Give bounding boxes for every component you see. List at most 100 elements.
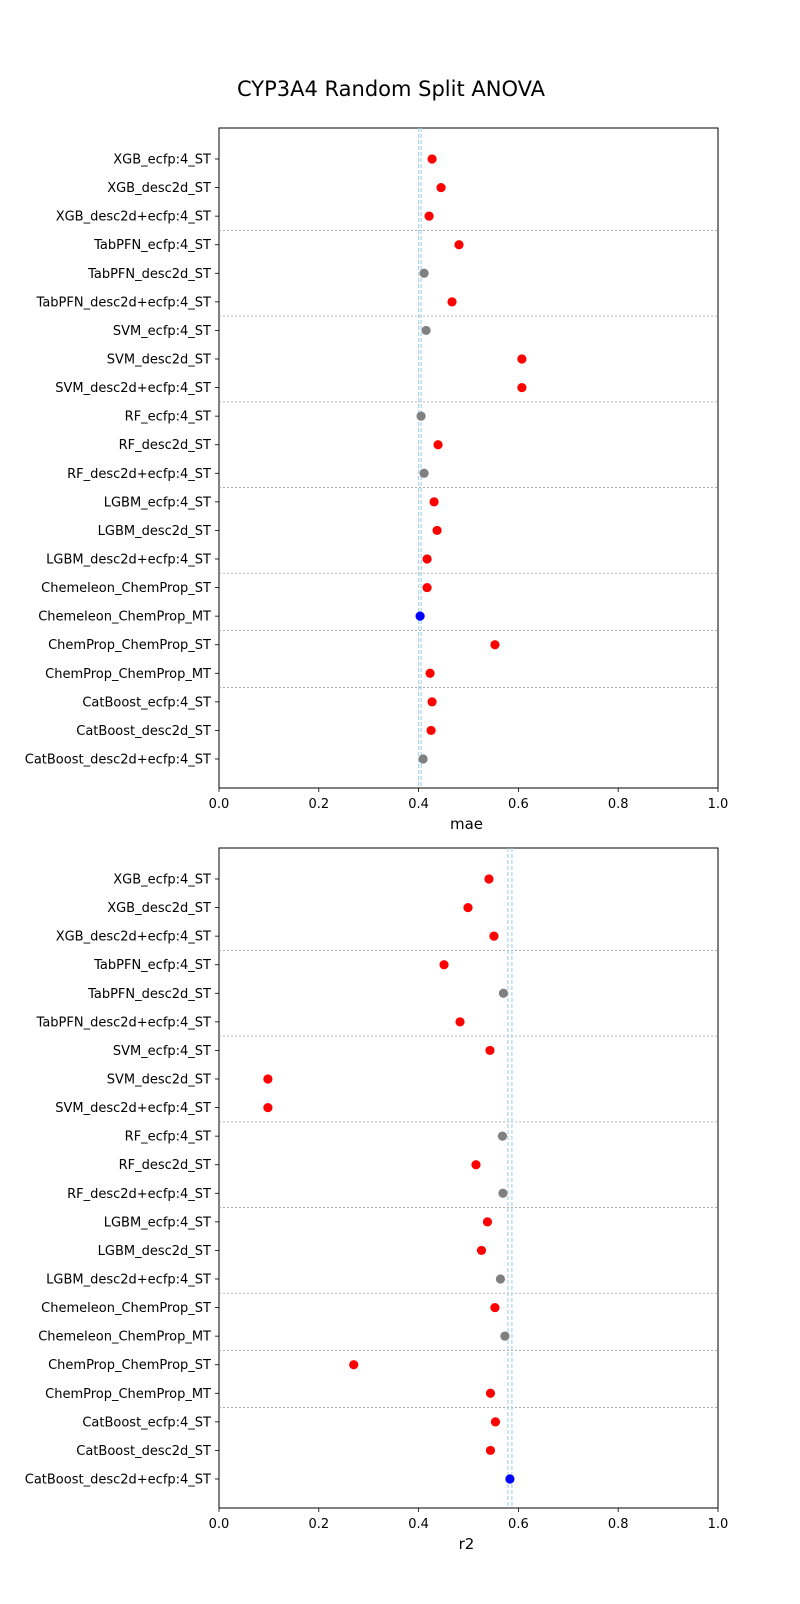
x-tick-label: 0.2 — [308, 797, 329, 812]
y-tick-label: CatBoost_desc2d_ST — [76, 724, 211, 739]
data-point — [498, 988, 509, 998]
data-point — [485, 1045, 495, 1056]
mae-panel: XGB_ecfp:4_ST XGB_desc2d_ST XGB_desc2d+ecf… — [25, 127, 728, 833]
data-point — [489, 931, 499, 941]
x-tick-label: 0.6 — [508, 1517, 529, 1532]
data-point — [425, 668, 435, 678]
data-point — [429, 497, 439, 507]
data-point — [505, 1474, 515, 1484]
data-point — [426, 725, 436, 736]
data-point — [349, 1360, 359, 1370]
x-tick-label: 0.4 — [408, 797, 429, 812]
data-point — [422, 554, 432, 564]
data-point — [463, 902, 473, 913]
mae-axes-frame — [218, 127, 719, 789]
y-tick-label: ChemProp_ChemProp_ST — [48, 638, 211, 653]
y-tick-label: SVM_desc2d+ecfp:4_ST — [55, 1101, 211, 1116]
data-point — [471, 1160, 481, 1170]
y-tick-label: SVM_desc2d+ecfp:4_ST — [55, 381, 211, 396]
y-tick-label: SVM_ecfp:4_ST — [113, 1044, 211, 1059]
y-tick-label: CatBoost_desc2d_ST — [76, 1444, 211, 1459]
data-point — [427, 154, 437, 164]
y-tick-label: RF_desc2d+ecfp:4_ST — [67, 467, 211, 482]
y-tick-label: LGBM_desc2d+ecfp:4_ST — [46, 1273, 211, 1288]
x-tick-label: 0.8 — [608, 797, 629, 812]
data-point — [424, 211, 434, 221]
data-point — [432, 525, 442, 536]
y-tick-label: Chemeleon_ChemProp_ST — [41, 581, 211, 596]
data-point — [447, 297, 457, 307]
y-tick-label: SVM_ecfp:4_ST — [113, 324, 211, 339]
data-point — [498, 1188, 508, 1198]
y-tick-label: Chemeleon_ChemProp_MT — [38, 1330, 211, 1345]
y-tick-label: CatBoost_ecfp:4_ST — [82, 1415, 211, 1430]
y-tick-label: TabPFN_desc2d+ecfp:4_ST — [36, 1015, 212, 1030]
y-tick-label: ChemProp_ChemProp_MT — [45, 1387, 211, 1402]
x-tick-label: 1.0 — [708, 1517, 729, 1532]
x-tick-label: 0.0 — [209, 797, 230, 812]
data-point — [419, 268, 429, 278]
data-point — [415, 611, 425, 621]
y-tick-label: RF_desc2d_ST — [119, 1158, 211, 1173]
y-tick-label: CatBoost_ecfp:4_ST — [82, 695, 211, 710]
y-tick-label: TabPFN_desc2d_ST — [87, 267, 211, 282]
y-tick-label: TabPFN_desc2d_ST — [87, 987, 211, 1002]
y-tick-label: LGBM_desc2d_ST — [98, 524, 211, 539]
data-point — [490, 1417, 501, 1427]
data-point — [263, 1102, 273, 1113]
data-point — [485, 1388, 496, 1398]
x-axis-label: mae — [450, 815, 483, 833]
y-tick-label: RF_ecfp:4_ST — [125, 1130, 211, 1145]
data-point — [517, 354, 527, 364]
data-point — [419, 468, 429, 478]
data-point — [495, 1274, 506, 1284]
y-tick-label: Chemeleon_ChemProp_MT — [38, 610, 211, 625]
data-point — [455, 1017, 465, 1027]
data-point — [433, 440, 443, 450]
data-point — [416, 411, 426, 421]
y-tick-label: LGBM_ecfp:4_ST — [104, 495, 211, 510]
data-point — [454, 240, 464, 250]
y-tick-label: TabPFN_ecfp:4_ST — [93, 958, 211, 973]
x-tick-label: 0.6 — [508, 797, 529, 812]
y-tick-label: XGB_ecfp:4_ST — [113, 153, 211, 168]
y-tick-label: Chemeleon_ChemProp_ST — [41, 1301, 211, 1316]
y-tick-label: XGB_desc2d_ST — [107, 181, 211, 196]
y-tick-label: LGBM_desc2d+ecfp:4_ST — [46, 553, 211, 568]
y-tick-label: CatBoost_desc2d+ecfp:4_ST — [25, 753, 211, 768]
data-point — [517, 382, 527, 393]
data-point — [427, 697, 437, 707]
data-point — [490, 1302, 500, 1313]
y-tick-label: LGBM_ecfp:4_ST — [104, 1215, 211, 1230]
y-tick-label: XGB_ecfp:4_ST — [113, 873, 211, 888]
data-point — [436, 182, 446, 193]
x-tick-label: 0.2 — [308, 1517, 329, 1532]
y-tick-label: SVM_desc2d_ST — [107, 1073, 211, 1088]
data-point — [422, 582, 432, 593]
y-tick-label: RF_desc2d+ecfp:4_ST — [67, 1187, 211, 1202]
y-tick-label: TabPFN_desc2d+ecfp:4_ST — [36, 295, 212, 310]
data-point — [418, 754, 428, 764]
data-point — [497, 1131, 508, 1141]
y-tick-label: XGB_desc2d+ecfp:4_ST — [56, 210, 211, 225]
y-tick-label: RF_desc2d_ST — [119, 438, 211, 453]
x-tick-label: 0.8 — [608, 1517, 629, 1532]
x-axis-label: r2 — [459, 1535, 475, 1553]
y-tick-label: XGB_desc2d+ecfp:4_ST — [56, 930, 211, 945]
y-tick-label: ChemProp_ChemProp_ST — [48, 1358, 211, 1373]
data-point — [421, 325, 431, 336]
y-tick-label: XGB_desc2d_ST — [107, 901, 211, 916]
chart-title: CYP3A4 Random Split ANOVA — [237, 77, 546, 101]
y-tick-label: ChemProp_ChemProp_MT — [45, 667, 211, 682]
y-tick-label: TabPFN_ecfp:4_ST — [93, 238, 211, 253]
data-point — [484, 874, 494, 884]
r2-axes-frame — [218, 847, 719, 1509]
y-tick-label: SVM_desc2d_ST — [107, 353, 211, 368]
r2-panel: XGB_ecfp:4_ST XGB_desc2d_ST XGB_desc2d+ecf… — [25, 847, 729, 1553]
data-point — [482, 1217, 493, 1227]
data-point — [439, 960, 449, 970]
y-tick-label: CatBoost_desc2d+ecfp:4_ST — [25, 1473, 211, 1488]
data-point — [490, 640, 500, 650]
data-point — [263, 1074, 273, 1084]
